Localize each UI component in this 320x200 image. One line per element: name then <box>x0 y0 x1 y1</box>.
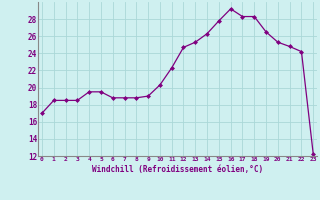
X-axis label: Windchill (Refroidissement éolien,°C): Windchill (Refroidissement éolien,°C) <box>92 165 263 174</box>
